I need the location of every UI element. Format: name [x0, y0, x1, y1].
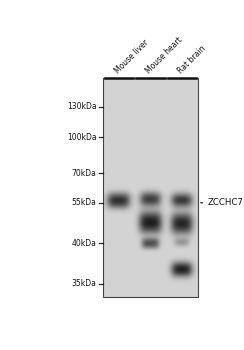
- Text: 100kDa: 100kDa: [67, 133, 97, 142]
- Text: 55kDa: 55kDa: [72, 198, 97, 207]
- Text: Rat brain: Rat brain: [176, 44, 207, 76]
- Text: 70kDa: 70kDa: [72, 169, 97, 178]
- Text: ZCCHC7: ZCCHC7: [207, 198, 243, 207]
- Text: Mouse heart: Mouse heart: [144, 36, 184, 76]
- Text: 40kDa: 40kDa: [72, 239, 97, 248]
- Bar: [103, 78, 198, 297]
- Text: 35kDa: 35kDa: [72, 279, 97, 288]
- Text: 130kDa: 130kDa: [67, 102, 97, 111]
- Text: Mouse liver: Mouse liver: [113, 38, 150, 76]
